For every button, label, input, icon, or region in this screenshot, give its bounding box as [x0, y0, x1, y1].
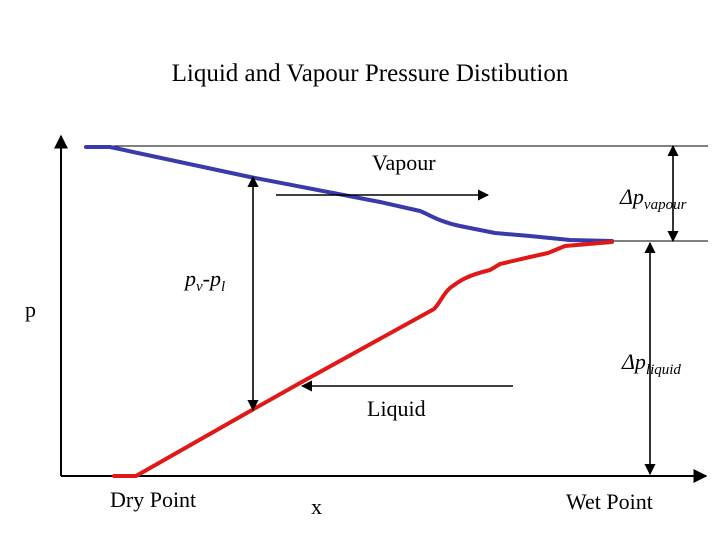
diagram-title: Liquid and Vapour Pressure Distibution: [171, 60, 569, 87]
y-axis-label: p: [25, 297, 36, 322]
vapour-pressure-curve: [84, 145, 614, 243]
delta-p-vapour-label: Δpvapour: [620, 184, 687, 213]
liquid-label: Liquid: [367, 396, 426, 421]
pv-minus-pl-label: pv-pl: [185, 266, 226, 295]
liquid-pressure-curve: [112, 240, 614, 478]
dry-point-label: Dry Point: [110, 487, 197, 512]
wet-point-label: Wet Point: [566, 489, 653, 514]
vapour-label: Vapour: [372, 150, 436, 175]
delta-p-liquid-label: Δpliquid: [622, 349, 681, 378]
x-axis-label: x: [311, 494, 322, 519]
